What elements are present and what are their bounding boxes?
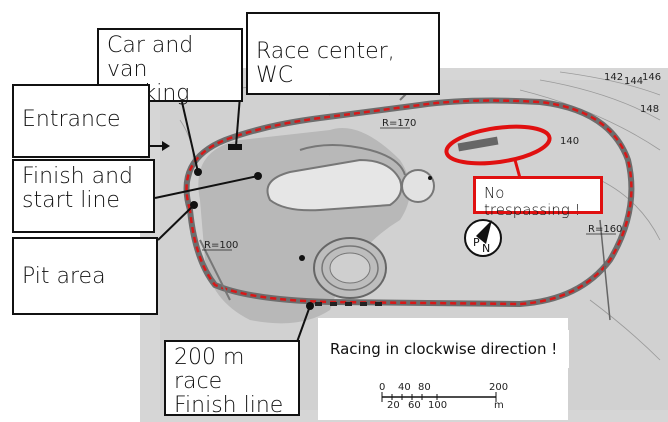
svg-text:142: 142 <box>604 72 623 83</box>
radius-170-label: R=170 <box>382 118 416 129</box>
pit-area-label: Pit area <box>12 237 158 315</box>
svg-text:60: 60 <box>408 400 421 411</box>
svg-text:80: 80 <box>418 382 431 393</box>
svg-text:m: m <box>494 400 504 411</box>
contour-numbers: 142 144 146 148 140 <box>560 72 661 147</box>
north-arrow-icon: N P <box>464 219 502 257</box>
direction-note: Racing in clockwise direction ! <box>318 330 570 368</box>
leader-lines <box>148 95 311 343</box>
svg-text:0: 0 <box>379 382 385 393</box>
radius-100-label: R=100 <box>204 240 238 251</box>
svg-text:100: 100 <box>428 400 447 411</box>
svg-text:148: 148 <box>640 104 659 115</box>
svg-text:P: P <box>473 236 480 249</box>
svg-text:N: N <box>482 242 490 255</box>
finish-start-label: Finish and start line <box>12 159 155 233</box>
race-center-label: Race center, WC <box>246 12 440 95</box>
no-trespassing-label: No trespassing ! <box>473 176 603 218</box>
no-trespass-highlight <box>444 124 552 166</box>
svg-text:140: 140 <box>560 136 579 147</box>
finish-200m-label: 200 m race Finish line <box>164 340 300 418</box>
race-route <box>185 99 633 306</box>
svg-text:200: 200 <box>489 382 508 393</box>
entrance-label: Entrance <box>12 84 150 158</box>
svg-text:40: 40 <box>398 382 411 393</box>
svg-text:144: 144 <box>624 76 643 87</box>
svg-text:20: 20 <box>387 400 400 411</box>
svg-text:146: 146 <box>642 72 661 83</box>
radius-160-label: R=160 <box>588 224 622 235</box>
